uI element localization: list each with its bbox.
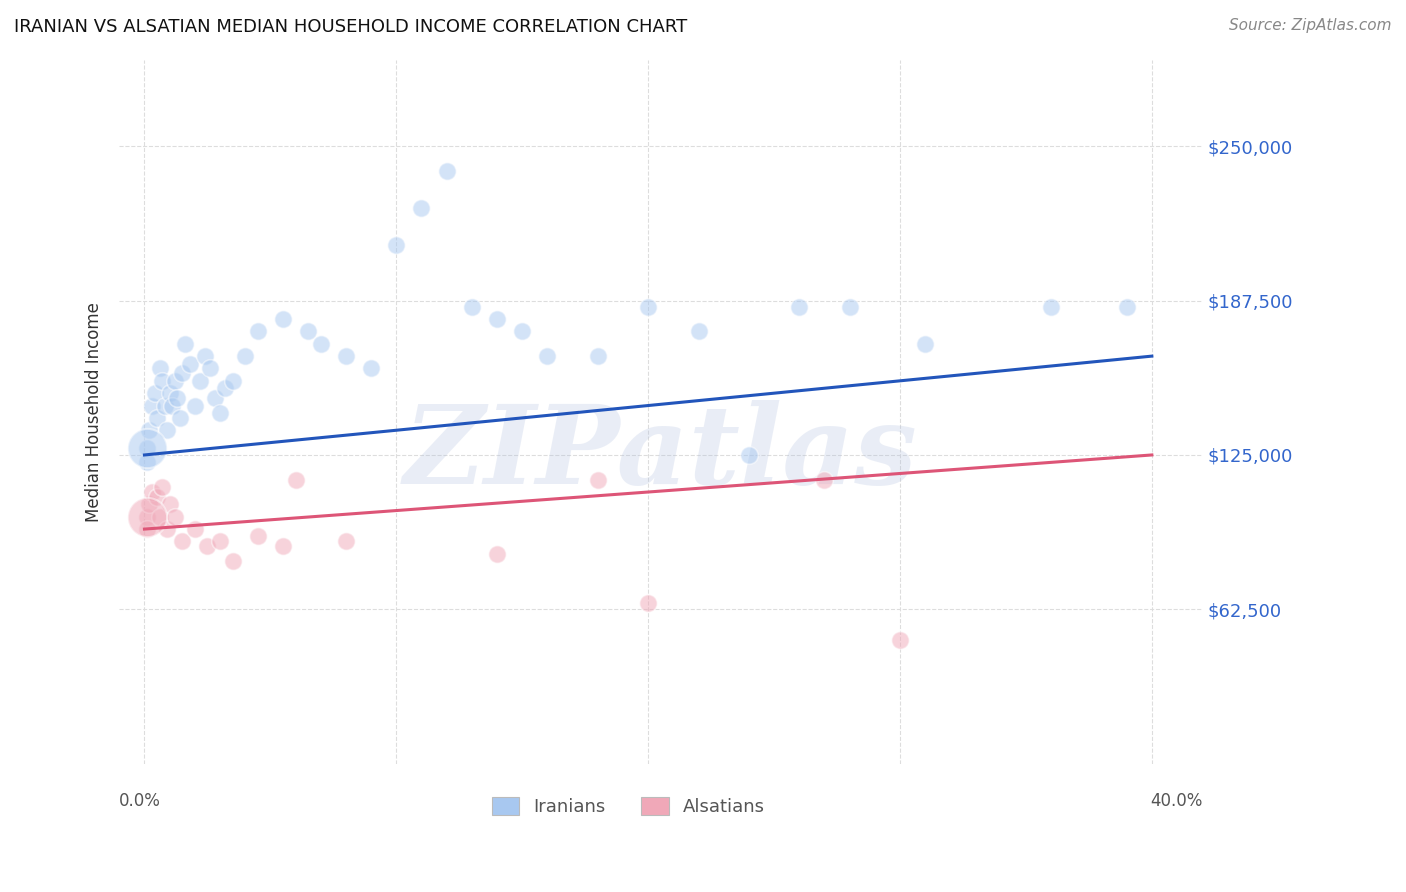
Point	[148, 509, 170, 524]
Point	[173, 336, 195, 351]
Point	[1115, 300, 1137, 314]
Point	[838, 300, 860, 314]
Point	[163, 509, 186, 524]
Point	[136, 441, 159, 455]
Point	[637, 596, 659, 610]
Point	[166, 391, 188, 405]
Point	[188, 374, 211, 388]
Point	[159, 497, 181, 511]
Point	[889, 633, 911, 648]
Point	[179, 357, 201, 371]
Point	[208, 534, 231, 549]
Point	[385, 238, 408, 252]
Point	[136, 509, 159, 524]
Point	[787, 300, 810, 314]
Point	[233, 349, 256, 363]
Point	[309, 336, 332, 351]
Text: 0.0%: 0.0%	[120, 792, 162, 810]
Point	[436, 163, 458, 178]
Point	[169, 410, 191, 425]
Point	[214, 381, 236, 395]
Legend: Iranians, Alsatians: Iranians, Alsatians	[482, 789, 773, 825]
Point	[146, 410, 169, 425]
Point	[637, 300, 659, 314]
Point	[586, 473, 609, 487]
Point	[136, 455, 159, 469]
Point	[150, 480, 173, 494]
Point	[194, 349, 217, 363]
Point	[197, 540, 219, 554]
Point	[143, 386, 166, 401]
Point	[160, 399, 183, 413]
Point	[150, 374, 173, 388]
Point	[486, 547, 509, 561]
Point	[738, 448, 761, 462]
Point	[813, 473, 835, 487]
Point	[198, 361, 221, 376]
Point	[138, 497, 160, 511]
Point	[184, 399, 207, 413]
Point	[335, 534, 357, 549]
Point	[136, 441, 159, 455]
Point	[360, 361, 382, 376]
Point	[914, 336, 936, 351]
Point	[138, 423, 160, 437]
Point	[136, 522, 159, 536]
Point	[688, 325, 710, 339]
Point	[246, 529, 269, 543]
Text: ZIPatlas: ZIPatlas	[404, 401, 918, 508]
Point	[1040, 300, 1063, 314]
Point	[284, 473, 307, 487]
Text: IRANIAN VS ALSATIAN MEDIAN HOUSEHOLD INCOME CORRELATION CHART: IRANIAN VS ALSATIAN MEDIAN HOUSEHOLD INC…	[14, 18, 688, 36]
Point	[146, 490, 169, 504]
Text: Source: ZipAtlas.com: Source: ZipAtlas.com	[1229, 18, 1392, 33]
Point	[271, 540, 294, 554]
Point	[208, 406, 231, 420]
Point	[141, 485, 163, 500]
Point	[156, 423, 179, 437]
Point	[184, 522, 207, 536]
Point	[335, 349, 357, 363]
Point	[411, 201, 433, 215]
Point	[461, 300, 484, 314]
Point	[136, 509, 159, 524]
Point	[297, 325, 319, 339]
Point	[172, 367, 194, 381]
Point	[510, 325, 533, 339]
Y-axis label: Median Household Income: Median Household Income	[86, 301, 103, 522]
Point	[246, 325, 269, 339]
Text: 40.0%: 40.0%	[1150, 792, 1202, 810]
Point	[141, 399, 163, 413]
Point	[536, 349, 558, 363]
Point	[148, 361, 170, 376]
Point	[221, 554, 243, 568]
Point	[221, 374, 243, 388]
Point	[153, 399, 176, 413]
Point	[204, 391, 226, 405]
Point	[159, 386, 181, 401]
Point	[163, 374, 186, 388]
Point	[586, 349, 609, 363]
Point	[156, 522, 179, 536]
Point	[172, 534, 194, 549]
Point	[486, 312, 509, 326]
Point	[271, 312, 294, 326]
